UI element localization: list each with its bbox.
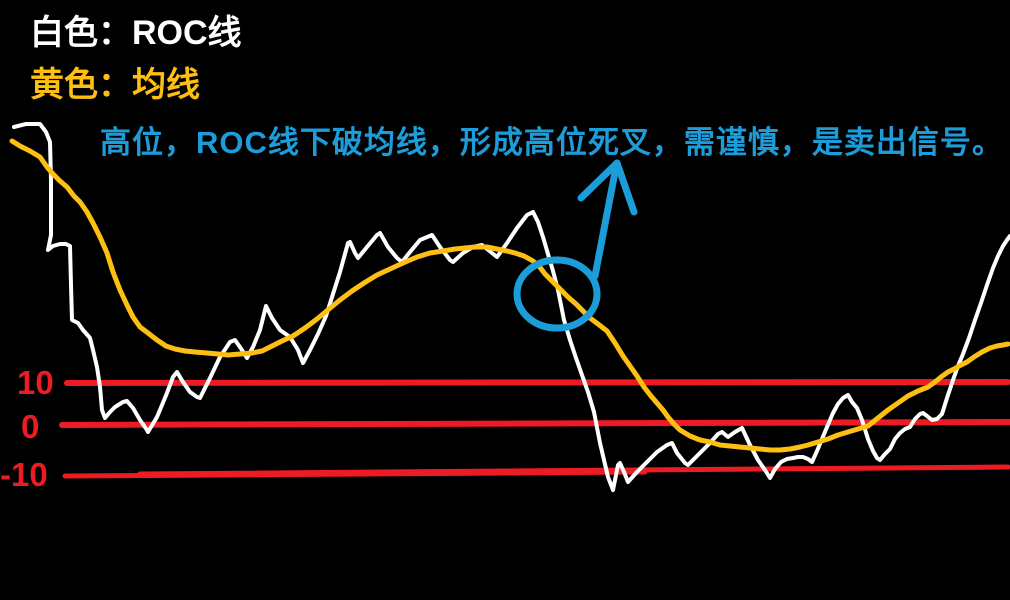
arrow-shaft	[591, 163, 620, 280]
roc-line	[12, 122, 1010, 492]
legend-white-roc-label: 白色：ROC线	[30, 14, 242, 52]
legend-yellow-ma-label: 黄色：均线	[30, 66, 200, 104]
reference-line--10	[137, 464, 1010, 477]
dead-cross-highlight-circle	[513, 256, 601, 332]
arrow-head-left-wing	[577, 159, 621, 202]
arrow-head-right-wing	[613, 159, 638, 216]
ma-line	[9, 138, 1010, 453]
reference-line-10	[64, 379, 1010, 386]
dead-cross-annotation-text: 高位，ROC线下破均线，形成高位死叉，需谨慎，是卖出信号。	[100, 125, 1004, 160]
reference-line-0	[59, 419, 1010, 428]
axis-label-minus-10: -10	[0, 456, 48, 493]
axis-label-0: 0	[21, 408, 40, 445]
axis-label-10: 10	[17, 364, 54, 401]
